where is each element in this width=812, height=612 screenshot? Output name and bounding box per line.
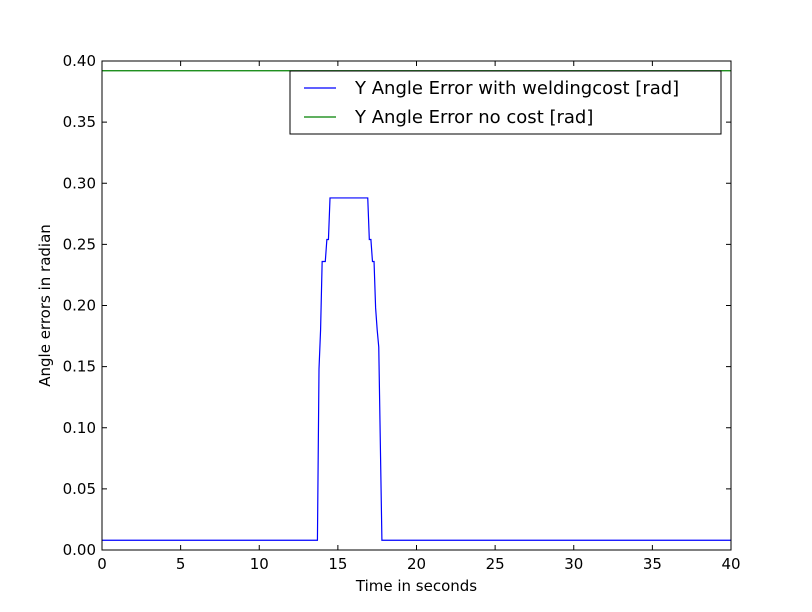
x-tick-label: 40 (721, 555, 740, 573)
y-tick-label: 0.30 (63, 174, 96, 192)
x-tick-label: 20 (407, 555, 426, 573)
y-tick-label: 0.00 (63, 541, 96, 559)
series-line-1 (102, 197, 731, 541)
x-tick-label: 15 (328, 555, 347, 573)
x-tick-label: 0 (97, 555, 107, 573)
y-tick-label: 0.35 (63, 113, 96, 131)
x-tick-label: 30 (564, 555, 583, 573)
y-tick-label: 0.40 (63, 52, 96, 70)
y-axis-label: Angle errors in radian (36, 224, 54, 387)
x-tick-label: 5 (176, 555, 186, 573)
y-tick-label: 0.05 (63, 480, 96, 498)
legend: Y Angle Error with weldingcost [rad] Y An… (289, 70, 722, 135)
x-tick-label: 35 (643, 555, 662, 573)
legend-label-1: Y Angle Error with weldingcost [rad] (354, 78, 679, 99)
y-tick-label: 0.10 (63, 419, 96, 437)
x-axis-label: Time in seconds (355, 577, 477, 595)
x-tick-label: 10 (250, 555, 269, 573)
x-axis: 0 5 10 15 20 25 30 35 40 (97, 61, 741, 573)
y-tick-label: 0.25 (63, 235, 96, 253)
y-tick-label: 0.20 (63, 297, 96, 315)
y-tick-label: 0.15 (63, 358, 96, 376)
x-tick-label: 25 (486, 555, 505, 573)
y-axis: 0.00 0.05 0.10 0.15 0.20 0.25 0.30 0.35 0.40 (63, 52, 731, 559)
legend-label-2: Y Angle Error no cost [rad] (354, 107, 593, 128)
legend-box (289, 70, 722, 135)
